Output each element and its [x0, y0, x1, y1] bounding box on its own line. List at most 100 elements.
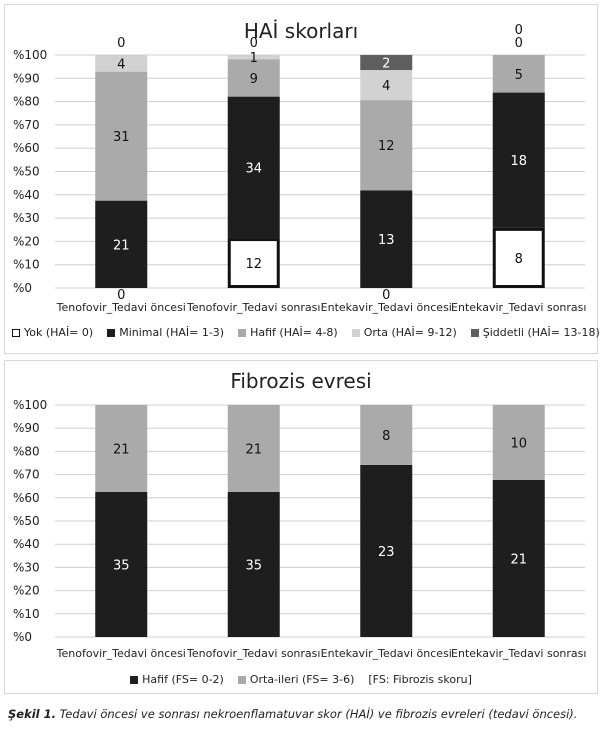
hai-y-tick-label: %10: [13, 258, 40, 272]
hai-bar-minimal-hai-1-3-1: [95, 200, 148, 288]
hai-category-label: Entekavir_Tedavi öncesi: [321, 301, 452, 314]
fibrozis-data-label: 23: [378, 545, 395, 560]
fibrozis-legend-swatch: [130, 676, 139, 684]
hai-data-label-zero: 0: [515, 36, 523, 51]
fibrozis-y-tick-label: %40: [13, 537, 40, 551]
hai-legend-label: Orta (HAİ= 9-12): [363, 326, 457, 339]
hai-legend-item-yok-hai-0: Yok (HAİ= 0): [12, 326, 93, 339]
fibrozis-legend-swatch: [237, 676, 246, 684]
hai-data-label: 18: [510, 154, 527, 169]
hai-data-label: 4: [117, 57, 125, 72]
hai-bar-orta-hai-9-12-3: [360, 70, 413, 101]
hai-bar-hafif-hai-4-8-4: [492, 55, 545, 93]
hai-data-label: 13: [378, 233, 395, 248]
fibrozis-y-tick-label: %100: [13, 398, 47, 412]
hai-legend-label: Hafif (HAİ= 4-8): [250, 326, 338, 339]
hai-data-label: 9: [250, 72, 258, 87]
fibrozis-legend-label: Hafif (FS= 0-2): [142, 673, 224, 686]
fibrozis-data-label: 8: [382, 429, 390, 444]
hai-bar-hafif-hai-4-8-2: [227, 59, 280, 97]
fibrozis-y-tick-label: %90: [13, 421, 40, 435]
fibrozis-legend-note: [FS: Fibrozis skoru]: [368, 673, 472, 686]
fibrozis-category-label: Entekavir_Tedavi sonrası: [451, 647, 586, 660]
hai-y-tick-label: %90: [13, 71, 40, 85]
hai-data-label: 21: [113, 238, 130, 253]
hai-legend-item-orta-hai-9-12: Orta (HAİ= 9-12): [351, 326, 457, 339]
fibrozis-data-label: 21: [113, 443, 130, 458]
hai-legend-label: Minimal (HAİ= 1-3): [119, 326, 225, 339]
hai-category-label: Tenofovir_Tedavi öncesi: [56, 301, 186, 314]
hai-bar-hafif-hai-4-8-1: [95, 71, 148, 201]
hai-y-tick-label: %60: [13, 141, 40, 155]
fibrozis-chart-svg: %0 %10 %20 %30 %40 %50 %60 %70 %80 %90 %100 35 21 Ten…: [13, 398, 586, 660]
fibrozis-bar-orta-ileri-fs-3-6-3: [360, 405, 413, 465]
hai-data-label: 31: [113, 130, 130, 145]
hai-bar-minimal-hai-1-3-4: [492, 92, 545, 228]
fibrozis-chart-title: Fibrozis evresi: [230, 369, 372, 393]
fibrozis-y-tick-label: %50: [13, 514, 40, 528]
fibrozis-category-label: Tenofovir_Tedavi sonrası: [186, 647, 320, 660]
fibrozis-chart-panel: Fibrozis evresi %0 %10 %20 %30 %40 %50 %60 %70%…: [4, 360, 598, 694]
fibrozis-y-tick-label: %0: [13, 630, 32, 644]
caption-label: Şekil 1.: [8, 707, 56, 721]
hai-data-label-zero: 0: [382, 288, 390, 303]
fibrozis-y-tick-label: %70: [13, 468, 40, 482]
fibrozis-data-label: 21: [245, 443, 262, 458]
hai-bar-yok-hai-0-2: [227, 238, 280, 288]
hai-data-label-zero: 0: [117, 288, 125, 303]
hai-legend-item-iddetli-hai-13-18: Şiddetli (HAİ= 13-18): [470, 326, 600, 339]
hai-legend-item-minimal-hai-1-3: Minimal (HAİ= 1-3): [107, 326, 224, 339]
fibrozis-data-label: 35: [245, 559, 262, 574]
hai-legend-swatch: [12, 329, 20, 337]
hai-bar-orta-hai-9-12-2: [227, 55, 280, 60]
hai-legend-item-hafif-hai-4-8: Hafif (HAİ= 4-8): [238, 326, 338, 339]
hai-data-label: 4: [382, 79, 390, 94]
fibrozis-legend-label: Orta-ileri (FS= 3-6): [249, 673, 355, 686]
hai-y-tick-label: %100: [13, 48, 47, 62]
hai-data-label-zero: 0: [250, 36, 258, 51]
hai-bar-minimal-hai-1-3-2: [227, 96, 280, 239]
fibrozis-bar-orta-ileri-fs-3-6-4: [492, 405, 545, 480]
hai-bar-minimal-hai-1-3-3: [360, 190, 413, 288]
hai-data-label: 8: [515, 252, 523, 267]
hai-data-label: 2: [382, 57, 390, 72]
hai-y-tick-label: %40: [13, 188, 40, 202]
hai-legend-label: Şiddetli (HAİ= 13-18): [482, 326, 600, 339]
hai-y-tick-label: %0: [13, 281, 32, 295]
fibrozis-y-tick-label: %60: [13, 491, 40, 505]
hai-data-label-zero: 0: [117, 36, 125, 51]
hai-legend-swatch: [470, 329, 479, 337]
hai-y-tick-label: %50: [13, 165, 40, 179]
fibrozis-bar-orta-ileri-fs-3-6-1: [95, 405, 148, 492]
hai-data-label: 5: [515, 68, 523, 83]
fibrozis-bar-hafif-fs-0-2-4: [492, 479, 545, 637]
figure-caption: Şekil 1. Tedavi öncesi ve sonrası nekroe…: [8, 707, 577, 721]
hai-legend-swatch: [351, 329, 360, 337]
hai-category-label: Tenofovir_Tedavi sonrası: [186, 301, 320, 314]
fibrozis-category-label: Entekavir_Tedavi öncesi: [321, 647, 452, 660]
fibrozis-bar-hafif-fs-0-2-1: [95, 492, 148, 637]
hai-data-label: 12: [245, 257, 262, 272]
hai-bar-orta-hai-9-12-1: [95, 55, 148, 72]
hai-data-label: 12: [378, 139, 395, 154]
hai-y-tick-label: %30: [13, 211, 40, 225]
fibrozis-data-label: 10: [510, 436, 527, 451]
hai-category-label: Entekavir_Tedavi sonrası: [451, 301, 586, 314]
fibrozis-bar-hafif-fs-0-2-2: [227, 492, 280, 637]
fibrozis-y-tick-label: %20: [13, 584, 40, 598]
hai-data-label-zero: 0: [515, 23, 523, 38]
hai-chart-panel: HAİ skorları %0 %10 %20 %30 %40 %50 %60 %70 %80%…: [4, 4, 600, 354]
hai-y-tick-label: %20: [13, 234, 40, 248]
hai-y-tick-label: %80: [13, 95, 40, 109]
fibrozis-data-label: 35: [113, 559, 130, 574]
hai-bar-iddetli-hai-13-18-3: [360, 55, 413, 71]
fibrozis-y-tick-label: %10: [13, 607, 40, 621]
fibrozis-data-label: 21: [510, 552, 527, 567]
fibrozis-bar-hafif-fs-0-2-3: [360, 464, 413, 637]
fibrozis-y-tick-label: %30: [13, 560, 40, 574]
hai-legend: Yok (HAİ= 0) Minimal (HAİ= 1-3) Hafif (HAİ…: [5, 326, 600, 339]
fibrozis-legend-item-orta-ileri-fs-3-6: Orta-ileri (FS= 3-6): [237, 673, 355, 686]
fibrozis-bar-orta-ileri-fs-3-6-2: [227, 405, 280, 492]
hai-legend-swatch: [107, 329, 116, 337]
hai-data-label: 1: [250, 51, 258, 66]
